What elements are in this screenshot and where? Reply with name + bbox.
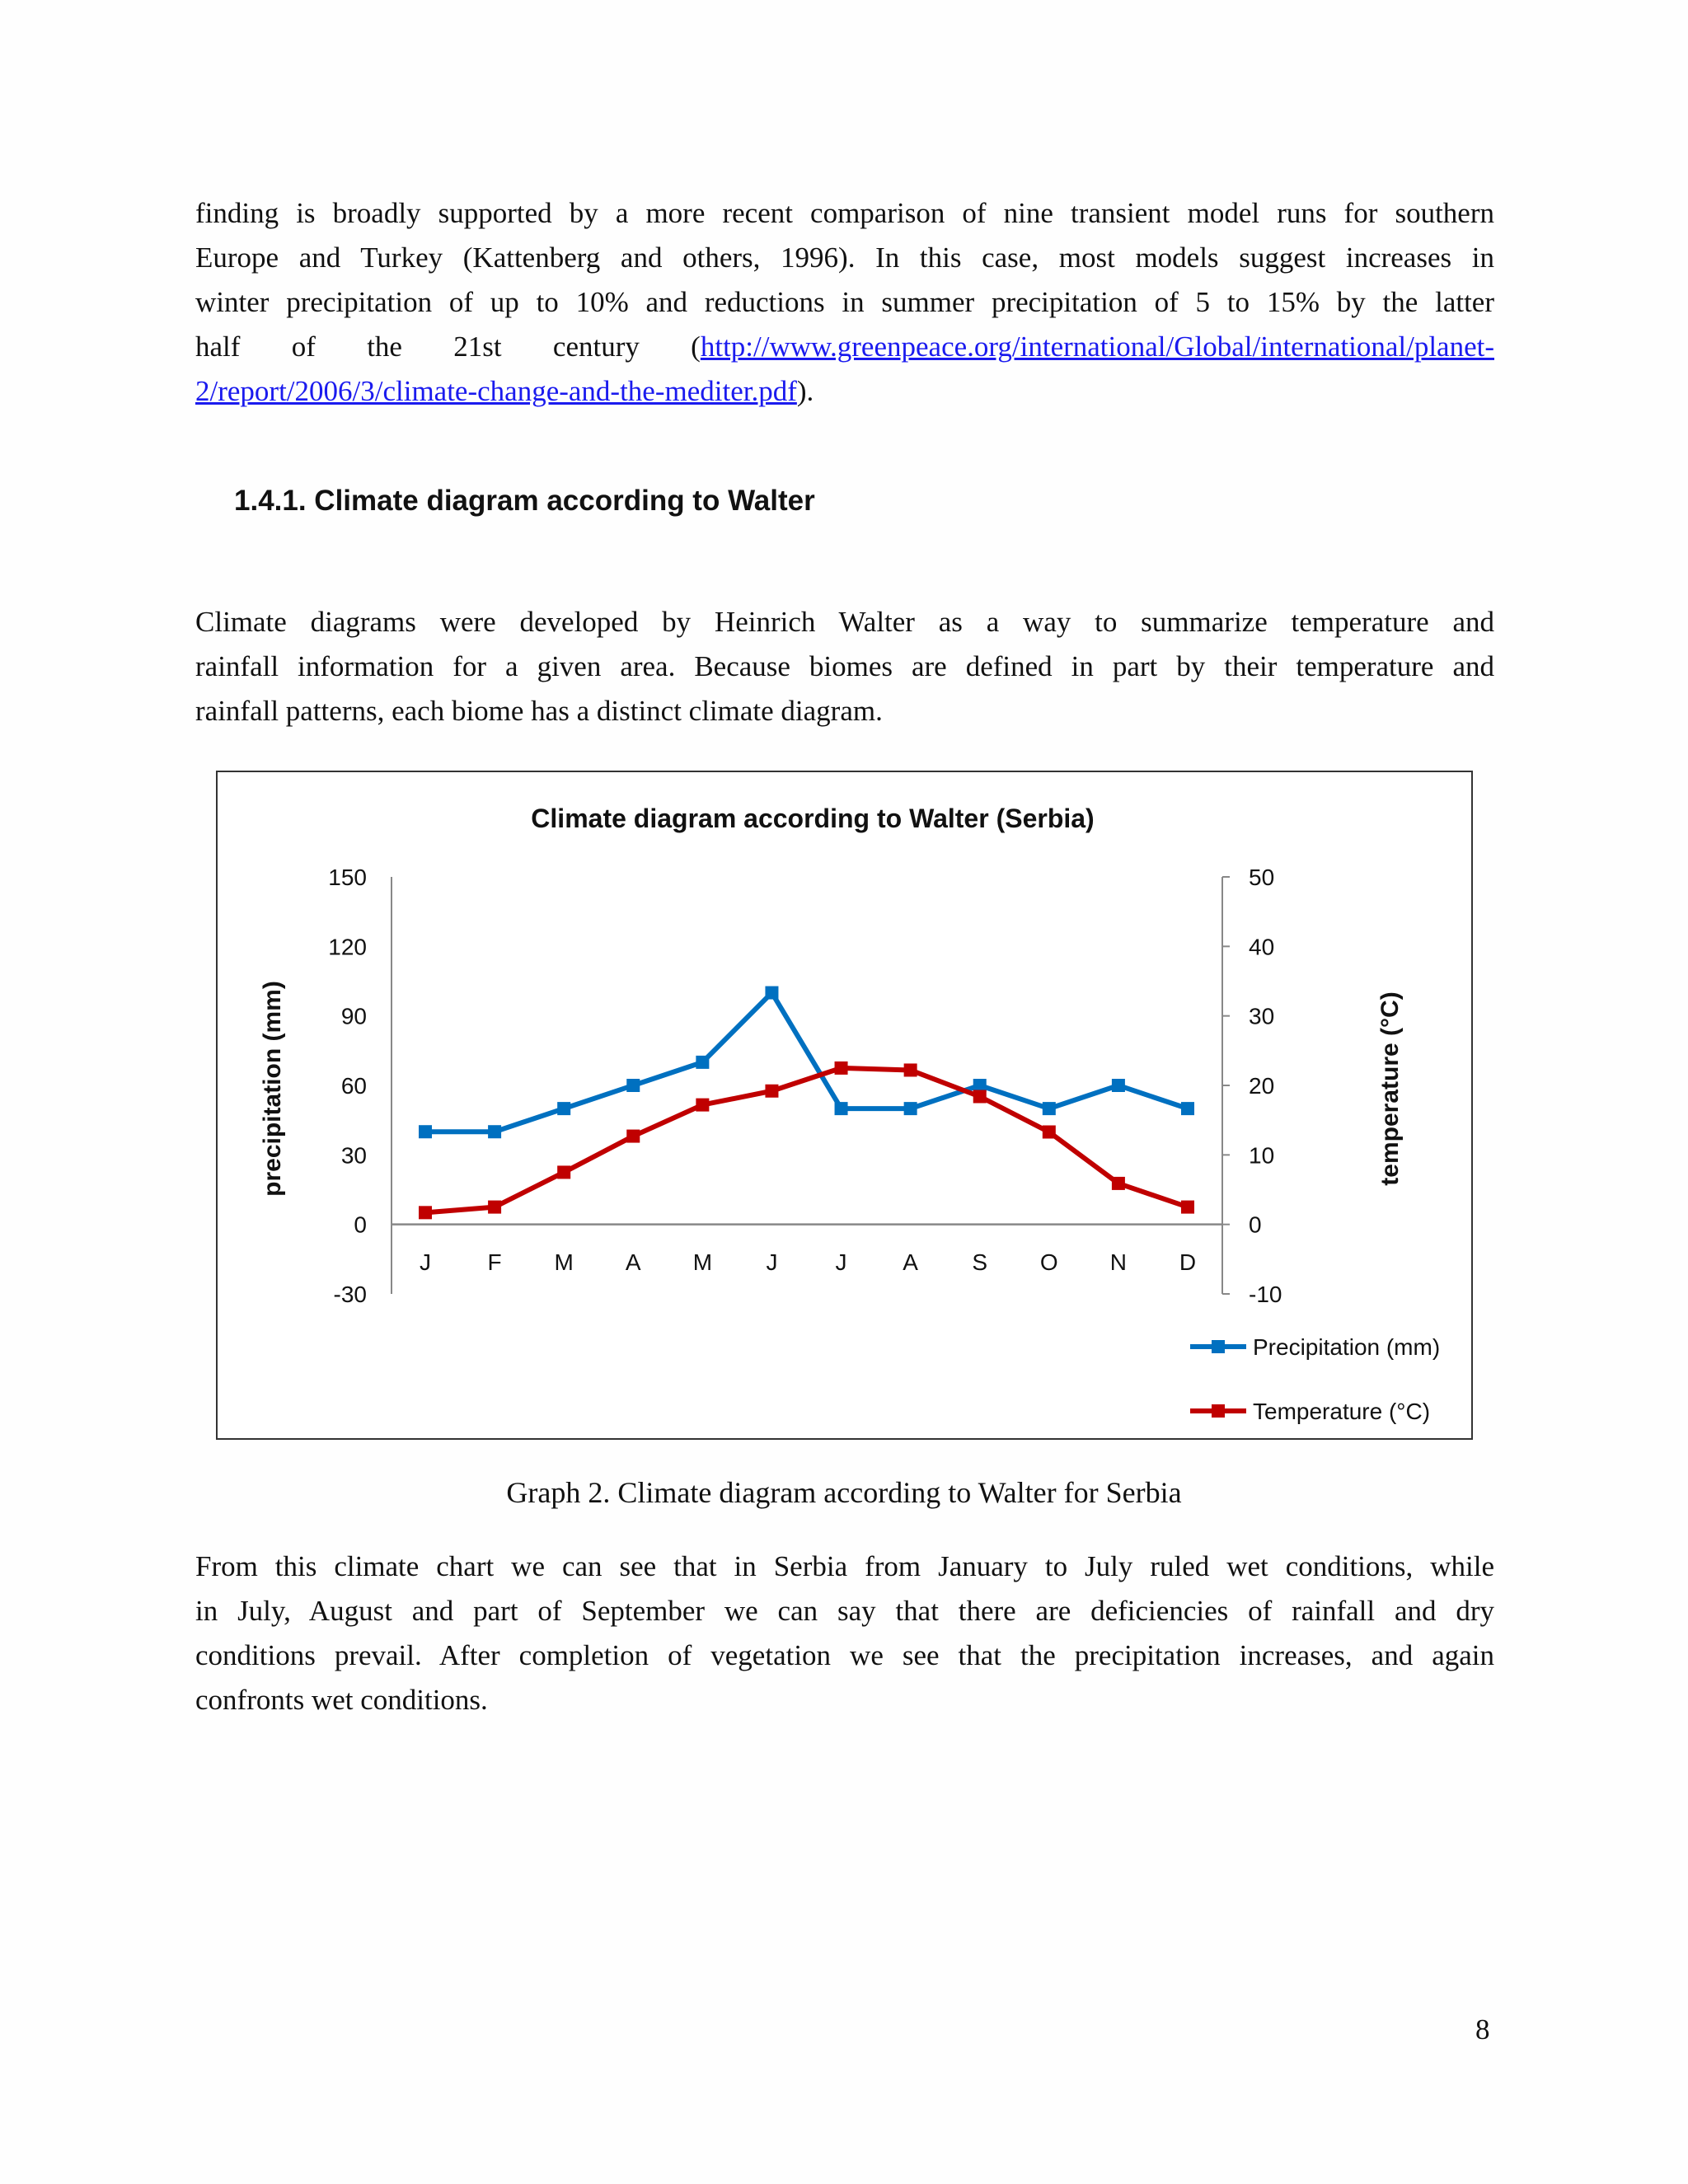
y-left-tick-label: -30 — [334, 1282, 367, 1307]
x-tick-label: F — [488, 1249, 502, 1275]
y-left-axis-title: precipitation (mm) — [259, 981, 286, 1197]
x-tick-label: N — [1110, 1249, 1127, 1275]
data-point — [1111, 1079, 1125, 1092]
text-line: finding is broadly supported by a more r… — [195, 197, 1494, 229]
y-right-axis-title: temperature (°C) — [1376, 991, 1404, 1185]
data-point — [1111, 1176, 1125, 1190]
x-tick-label: A — [626, 1249, 641, 1275]
chart-title: Climate diagram according to Walter (Ser… — [531, 804, 1094, 833]
paragraph-1: finding is broadly supported by a more r… — [195, 191, 1494, 414]
text-fragment: ). — [796, 375, 814, 407]
series-line-temperature — [424, 1065, 1189, 1216]
data-point — [973, 1090, 987, 1104]
text-line: in July, August and part of September we… — [195, 1595, 1494, 1627]
text-line: Europe and Turkey (Kattenberg and others… — [195, 241, 1494, 274]
y-right-tick-label: 30 — [1249, 1004, 1274, 1029]
data-point — [696, 1098, 710, 1112]
data-point — [1042, 1125, 1056, 1139]
data-point — [834, 1102, 848, 1116]
text-line: winter precipitation of up to 10% and re… — [195, 286, 1494, 318]
text-line: Climate diagrams were developed by Heinr… — [195, 606, 1494, 638]
data-point — [488, 1125, 502, 1139]
y-right-tick-label: 0 — [1249, 1212, 1262, 1238]
y-right-tick-label: 40 — [1249, 934, 1274, 959]
x-tick-label: J — [836, 1249, 847, 1275]
x-tick-label: D — [1179, 1249, 1196, 1275]
climate-chart: Climate diagram according to Walter (Ser… — [216, 771, 1473, 1440]
y-right-tick-label: -10 — [1249, 1282, 1282, 1307]
chart-svg: Climate diagram according to Walter (Ser… — [259, 804, 1440, 1424]
greenpeace-link[interactable]: http://www.greenpeace.org/international/… — [700, 330, 1494, 363]
text-line: conditions prevail. After completion of … — [195, 1639, 1494, 1671]
data-point — [626, 1079, 640, 1092]
text-line: half of the 21st century (http://www.gre… — [195, 325, 1494, 369]
x-tick-label: A — [903, 1249, 918, 1275]
text-line: rainfall patterns, each biome has a dist… — [195, 695, 883, 727]
page-number: 8 — [1475, 2013, 1490, 2046]
data-point — [488, 1200, 502, 1214]
y-left-tick-label: 120 — [328, 934, 367, 959]
data-point — [1181, 1102, 1194, 1116]
data-point — [1042, 1102, 1056, 1116]
data-point — [626, 1129, 640, 1143]
data-point — [903, 1063, 917, 1077]
y-left-tick-label: 150 — [328, 865, 367, 890]
y-left-tick-label: 0 — [354, 1212, 367, 1238]
data-point — [696, 1055, 710, 1069]
greenpeace-link-continued[interactable]: 2/report/2006/3/climate-change-and-the-m… — [195, 375, 797, 407]
x-tick-label: J — [420, 1249, 431, 1275]
data-point — [903, 1102, 917, 1116]
data-point — [765, 1084, 779, 1098]
x-tick-label: M — [555, 1249, 574, 1275]
text-line: confronts wet conditions. — [195, 1684, 488, 1716]
data-point — [834, 1061, 848, 1075]
x-tick-label: O — [1040, 1249, 1058, 1275]
text-fragment: half of the 21st century ( — [195, 330, 701, 363]
section-heading: 1.4.1. Climate diagram according to Walt… — [234, 485, 815, 517]
x-tick-label: M — [693, 1249, 712, 1275]
legend-marker — [1212, 1404, 1225, 1418]
y-left-tick-label: 30 — [341, 1142, 367, 1168]
paragraph-3: From this climate chart we can see that … — [195, 1544, 1494, 1722]
text-line: rainfall information for a given area. B… — [195, 650, 1494, 682]
legend-label: Temperature (°C) — [1253, 1399, 1430, 1424]
data-point — [419, 1206, 432, 1220]
legend-label: Precipitation (mm) — [1253, 1334, 1440, 1360]
legend-marker — [1212, 1340, 1225, 1353]
x-tick-label: J — [766, 1249, 777, 1275]
data-point — [557, 1165, 571, 1179]
data-point — [765, 986, 779, 1000]
text-line: From this climate chart we can see that … — [195, 1550, 1494, 1582]
y-left-tick-label: 90 — [341, 1004, 367, 1029]
text-line: 2/report/2006/3/climate-change-and-the-m… — [195, 369, 1494, 414]
data-point — [1181, 1200, 1194, 1214]
data-point — [419, 1125, 432, 1139]
figure-caption: Graph 2. Climate diagram according to Wa… — [506, 1476, 1182, 1509]
y-right-tick-label: 20 — [1249, 1073, 1274, 1099]
data-point — [557, 1102, 571, 1116]
y-left-tick-label: 60 — [341, 1073, 367, 1099]
paragraph-2: Climate diagrams were developed by Heinr… — [195, 600, 1494, 733]
y-right-tick-label: 10 — [1249, 1142, 1274, 1168]
y-right-tick-label: 50 — [1249, 865, 1274, 890]
x-tick-label: S — [972, 1249, 987, 1275]
series-line-precipitation — [425, 990, 1189, 1135]
data-point — [973, 1079, 987, 1092]
